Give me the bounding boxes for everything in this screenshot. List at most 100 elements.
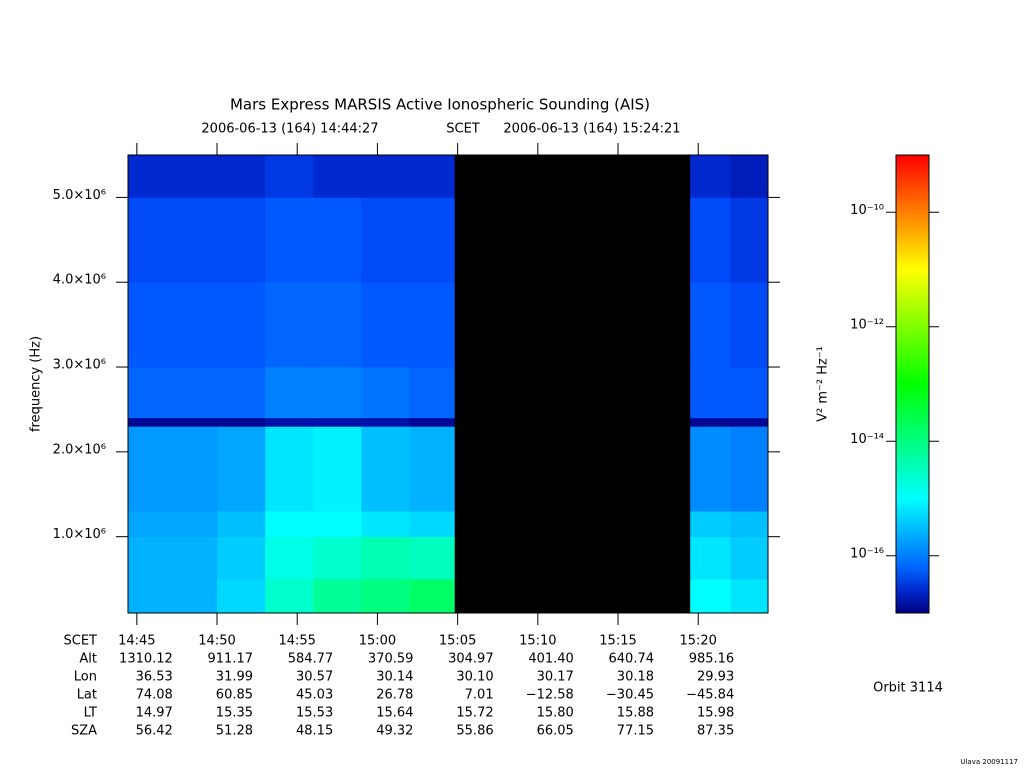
spectrogram-cell (361, 511, 410, 537)
ephemeris-value: 370.59 (368, 652, 414, 667)
spectrogram-cell (690, 367, 731, 419)
ephemeris-value: 31.99 (216, 670, 253, 685)
ephemeris-value: 30.17 (537, 670, 574, 685)
ephemeris-value: 15.35 (216, 706, 253, 721)
spectrogram-cell (265, 511, 314, 537)
spectrogram-cell (690, 511, 731, 537)
spectrogram-cell (409, 197, 455, 283)
spectrogram-cell (313, 511, 362, 537)
end-time: 2006-06-13 (164) 15:24:21 (503, 122, 680, 137)
spectrogram-cell (217, 511, 266, 537)
ephemeris-value: 74.08 (136, 688, 173, 703)
spectrogram-cell (690, 197, 731, 283)
spectrogram-cell (217, 282, 266, 368)
ephemeris-value: 640.74 (609, 652, 655, 667)
ephemeris-value: 304.97 (448, 652, 494, 667)
ephemeris-value: −45.84 (686, 688, 734, 703)
spectrogram-cell (730, 155, 769, 198)
footer: Ulava 20091117 (960, 758, 1018, 766)
y-tick-label: 4.0×10⁶ (53, 273, 106, 288)
spectrogram-cell (265, 282, 314, 368)
spectrogram-cell (128, 511, 170, 537)
spectrogram-cell (690, 536, 731, 580)
spectrogram-cell (168, 417, 218, 427)
spectrogram-cell (409, 282, 455, 368)
spectrogram-cell (690, 426, 731, 512)
spectrogram-cell (361, 282, 410, 368)
colorbar-tick-label: 10⁻¹⁶ (850, 546, 884, 561)
spectrogram-cell (690, 282, 731, 368)
time-system: SCET (446, 122, 480, 137)
spectrogram-cell (730, 426, 769, 512)
ephemeris-value: 985.16 (689, 652, 735, 667)
x-tick-label: 15:15 (599, 634, 636, 649)
spectrogram-cell (168, 511, 218, 537)
ephemeris-value: 51.28 (216, 724, 253, 739)
spectrogram-cell (690, 417, 731, 427)
spectrogram-cell (168, 536, 218, 580)
ephemeris-row-label: SZA (71, 724, 97, 739)
ephemeris-value: 66.05 (537, 724, 574, 739)
spectrogram-cell (313, 426, 362, 512)
orbit-label: Orbit 3114 (873, 681, 943, 696)
spectrogram-cell (128, 579, 170, 614)
ephemeris-row-label: Lon (74, 670, 97, 685)
ephemeris-value: −30.45 (606, 688, 654, 703)
ephemeris-value: 49.32 (376, 724, 413, 739)
spectrogram-cell (361, 197, 410, 283)
spectrogram-cell (168, 282, 218, 368)
ephemeris-value: 48.15 (296, 724, 333, 739)
ephemeris-value: 30.18 (617, 670, 654, 685)
x-tick-label: 14:45 (118, 634, 155, 649)
ephemeris-row-label: LT (84, 706, 97, 721)
spectrogram-cell (361, 417, 410, 427)
y-tick-label: 2.0×10⁶ (53, 442, 106, 457)
spectrogram-cell (313, 417, 362, 427)
spectrogram-cell (217, 579, 266, 614)
y-tick-label: 5.0×10⁶ (53, 188, 106, 203)
spectrogram-cell (313, 367, 362, 419)
ephemeris-value: 15.72 (456, 706, 493, 721)
spectrogram-cell (217, 417, 266, 427)
ephemeris-row-label: Lat (77, 688, 97, 703)
ephemeris-value: 14.97 (136, 706, 173, 721)
ephemeris-row-label: Alt (79, 652, 97, 667)
spectrogram-cell (361, 579, 410, 614)
plot-frame (127, 154, 769, 614)
spectrogram-cell (361, 536, 410, 580)
spectrogram-cell (730, 511, 769, 537)
spectrogram-cell (409, 579, 455, 614)
ephemeris-value: 15.53 (296, 706, 333, 721)
spectrogram-cell (128, 155, 170, 198)
ephemeris-value: 87.35 (697, 724, 734, 739)
spectrogram-cell (265, 417, 314, 427)
spectrogram-cell (730, 579, 769, 614)
spectrogram-cell (313, 197, 362, 283)
spectrogram-cell (265, 155, 314, 198)
spectrogram-cell (409, 367, 455, 419)
spectrogram-cell (730, 197, 769, 283)
spectrogram-cell (128, 197, 170, 283)
ephemeris-value: 45.03 (296, 688, 333, 703)
spectrogram-cell (168, 197, 218, 283)
x-tick-label: 15:00 (359, 634, 396, 649)
spectrogram-cell (265, 426, 314, 512)
spectrogram-cell (168, 579, 218, 614)
spectrogram-cell (313, 155, 362, 198)
spectrogram-cell (265, 367, 314, 419)
ephemeris-value: 15.64 (376, 706, 413, 721)
spectrogram-cell (409, 417, 455, 427)
spectrogram-cell (730, 282, 769, 368)
ephemeris-value: 56.42 (136, 724, 173, 739)
spectrogram-cell (128, 282, 170, 368)
spectrogram-cell (730, 417, 769, 427)
ephemeris-value: 1310.12 (119, 652, 173, 667)
ephemeris-value: 30.57 (296, 670, 333, 685)
x-tick-label: 14:50 (198, 634, 235, 649)
spectrogram-cell (217, 367, 266, 419)
spectrogram-cell (730, 536, 769, 580)
ephemeris-value: 7.01 (465, 688, 494, 703)
spectrogram-cell (217, 197, 266, 283)
ephemeris-value: 36.53 (136, 670, 173, 685)
